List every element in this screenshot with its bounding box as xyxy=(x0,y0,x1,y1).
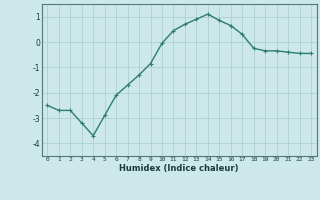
X-axis label: Humidex (Indice chaleur): Humidex (Indice chaleur) xyxy=(119,164,239,173)
